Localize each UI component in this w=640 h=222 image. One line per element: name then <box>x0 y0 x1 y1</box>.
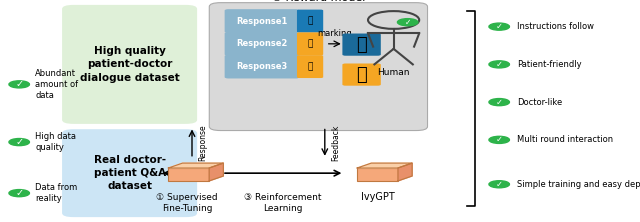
Text: Instructions follow: Instructions follow <box>517 22 594 31</box>
Text: Feedback: Feedback <box>332 125 340 161</box>
Text: marking: marking <box>317 29 352 38</box>
FancyBboxPatch shape <box>168 168 209 181</box>
Circle shape <box>9 139 29 146</box>
Text: ① Supervised
Fine-Tuning: ① Supervised Fine-Tuning <box>156 193 218 212</box>
Text: ✓: ✓ <box>496 135 502 144</box>
Text: Response2: Response2 <box>236 39 288 48</box>
FancyBboxPatch shape <box>342 34 381 56</box>
Text: 👎: 👎 <box>356 65 367 84</box>
FancyBboxPatch shape <box>225 32 300 56</box>
Text: Patient-friendly: Patient-friendly <box>517 60 582 69</box>
FancyBboxPatch shape <box>297 55 323 78</box>
Text: ③ Reinforcement
Learning: ③ Reinforcement Learning <box>244 193 322 212</box>
Circle shape <box>489 23 509 30</box>
FancyBboxPatch shape <box>62 5 197 124</box>
FancyBboxPatch shape <box>62 129 197 217</box>
FancyBboxPatch shape <box>209 3 428 131</box>
Circle shape <box>489 136 509 143</box>
Text: ✓: ✓ <box>15 79 23 89</box>
Text: 👍: 👍 <box>307 17 313 26</box>
Circle shape <box>489 99 509 106</box>
FancyBboxPatch shape <box>225 9 300 33</box>
Circle shape <box>489 181 509 188</box>
Text: Response3: Response3 <box>236 62 288 71</box>
Polygon shape <box>357 163 412 168</box>
Text: Abundant
amount of
data: Abundant amount of data <box>35 69 78 100</box>
FancyBboxPatch shape <box>357 168 398 181</box>
Text: IvyGPT: IvyGPT <box>361 192 394 202</box>
FancyBboxPatch shape <box>225 55 300 79</box>
FancyBboxPatch shape <box>297 10 323 32</box>
Text: Multi round interaction: Multi round interaction <box>517 135 613 144</box>
Text: 👎: 👎 <box>307 62 313 71</box>
Text: Real doctor-
patient Q&A
dataset: Real doctor- patient Q&A dataset <box>93 155 166 191</box>
Text: ✓: ✓ <box>496 22 502 31</box>
Text: Response1: Response1 <box>236 17 288 26</box>
Text: ✓: ✓ <box>496 60 502 69</box>
Text: Data from
reality: Data from reality <box>35 183 77 203</box>
Text: High data
quality: High data quality <box>35 132 76 152</box>
Circle shape <box>9 190 29 197</box>
Text: ✓: ✓ <box>15 188 23 198</box>
Text: Simple training and easy deployment: Simple training and easy deployment <box>517 180 640 189</box>
Circle shape <box>489 61 509 68</box>
Text: High quality
patient-doctor
dialogue dataset: High quality patient-doctor dialogue dat… <box>80 46 179 83</box>
Text: ✓: ✓ <box>15 137 23 147</box>
Text: Human: Human <box>378 68 410 77</box>
Polygon shape <box>168 163 223 168</box>
Circle shape <box>397 19 418 26</box>
Text: 👍: 👍 <box>356 36 367 54</box>
Text: 👎: 👎 <box>307 39 313 48</box>
Text: ✓: ✓ <box>404 18 411 27</box>
FancyBboxPatch shape <box>342 63 381 86</box>
Text: Doctor-like: Doctor-like <box>517 98 563 107</box>
Text: ② Reward model: ② Reward model <box>272 0 365 3</box>
Text: Response: Response <box>198 124 207 161</box>
Circle shape <box>9 81 29 88</box>
Polygon shape <box>209 163 223 181</box>
FancyBboxPatch shape <box>297 32 323 55</box>
Polygon shape <box>398 163 412 181</box>
Text: ✓: ✓ <box>496 98 502 107</box>
Text: ✓: ✓ <box>496 180 502 189</box>
